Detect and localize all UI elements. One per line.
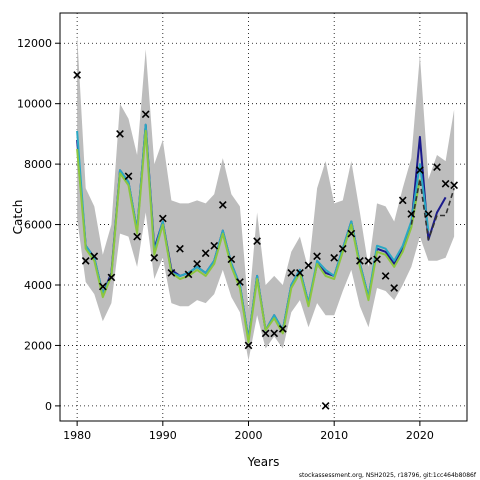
observation-point [433,163,441,171]
observation-point [407,210,416,218]
y-tick-label: 10000 [17,98,52,111]
footer-credit: stockassessment.org, NSH2025, r18796, gi… [299,472,477,479]
observation-point [141,110,150,119]
observation-point [107,273,116,282]
y-tick-label: 0 [45,400,52,413]
observation-point [133,232,141,241]
x-tick-label: 2010 [320,429,348,442]
observation-point [424,210,433,218]
observation-point [244,341,253,350]
observation-point [287,269,296,277]
x-tick-label: 2000 [235,429,263,442]
observation-point [261,329,270,338]
observation-point [278,324,287,333]
observation-point [218,201,227,209]
x-axis: 1980 1990 2000 2010 2020 [63,421,434,442]
observation-point [398,196,407,205]
series-line-2 [76,129,421,344]
y-tick-label: 2000 [24,339,52,352]
y-tick-label: 6000 [24,219,52,232]
observation-point [364,256,373,265]
observation-point [236,278,244,286]
observation-point [270,329,279,338]
observation-point [390,284,399,292]
observation-point [81,256,90,265]
observation-point [304,261,313,270]
observation-point [373,255,381,264]
confidence-band [77,34,455,361]
observation-point [116,130,124,138]
observation-point [184,270,193,279]
observation-point [167,269,176,277]
observations-layer [73,71,459,410]
observation-point [296,269,304,277]
y-tick-label: 8000 [24,158,52,171]
x-tick-label: 2020 [406,429,434,442]
series-line-3 [410,178,455,241]
observation-point [441,179,450,188]
observation-point [150,253,159,262]
observation-point [98,282,107,291]
observation-point [176,244,184,253]
y-tick-label: 4000 [24,279,52,292]
observation-point [381,272,390,280]
observation-point [158,214,167,223]
observation-point [210,241,219,250]
x-axis-title: Years [247,455,280,469]
observation-point [313,252,321,261]
observation-point [253,237,261,246]
observation-point [124,172,133,181]
observation-point [227,255,236,264]
y-axis-title: Catch [11,200,25,235]
x-tick-label: 1980 [63,429,91,442]
observation-point [73,71,82,79]
observation-point [90,252,99,261]
observation-point [416,166,424,175]
plot-frame [59,12,468,422]
series-layer [76,123,455,344]
observation-point [193,259,201,268]
observation-point [321,402,330,410]
observation-point [450,181,459,190]
observation-point [338,244,347,253]
y-axis: 0 2000 4000 6000 8000 10000 12000 [17,37,60,413]
confidence-band-layer [77,34,455,361]
observation-point [356,256,364,265]
x-tick-label: 1990 [149,429,177,442]
observation-point [330,253,339,262]
observation-point [201,249,210,258]
y-tick-label: 12000 [17,37,52,50]
observation-point [347,229,356,238]
